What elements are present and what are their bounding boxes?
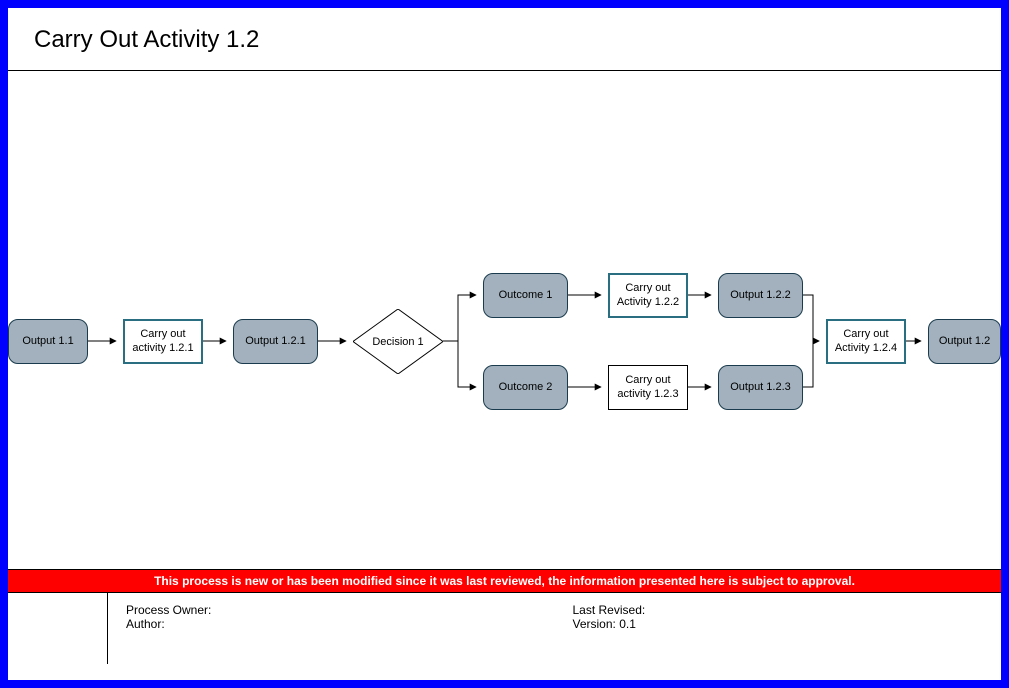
version-label: Version: 0.1 bbox=[573, 617, 984, 631]
node-activity_1_2_2: Carry outActivity 1.2.2 bbox=[608, 273, 688, 318]
edge-decision_1-to-outcome_1 bbox=[443, 295, 476, 341]
node-output_1_1: Output 1.1 bbox=[8, 319, 88, 364]
node-activity_1_2_1: Carry outactivity 1.2.1 bbox=[123, 319, 203, 364]
node-outcome_1: Outcome 1 bbox=[483, 273, 568, 318]
node-output_1_2: Output 1.2 bbox=[928, 319, 1001, 364]
edge-decision_1-to-outcome_2 bbox=[443, 341, 476, 387]
approval-banner: This process is new or has been modified… bbox=[8, 569, 1001, 593]
node-activity_1_2_4: Carry outActivity 1.2.4 bbox=[826, 319, 906, 364]
author-label: Author: bbox=[126, 617, 537, 631]
footer: Process Owner: Author: Last Revised: Ver… bbox=[8, 592, 1001, 664]
node-outcome_2: Outcome 2 bbox=[483, 365, 568, 410]
node-output_1_2_2: Output 1.2.2 bbox=[718, 273, 803, 318]
edge-output_1_2_2-to-activity_1_2_4 bbox=[803, 295, 819, 341]
footer-left: Process Owner: Author: bbox=[108, 593, 555, 664]
node-label-decision_1: Decision 1 bbox=[353, 309, 443, 374]
node-activity_1_2_3: Carry outactivity 1.2.3 bbox=[608, 365, 688, 410]
footer-right: Last Revised: Version: 0.1 bbox=[555, 593, 1002, 664]
node-output_1_2_1: Output 1.2.1 bbox=[233, 319, 318, 364]
last-revised-label: Last Revised: bbox=[573, 603, 984, 617]
node-decision_1: Decision 1 bbox=[353, 309, 443, 374]
diagram-frame: Carry Out Activity 1.2 Output 1.1Carry o… bbox=[0, 0, 1009, 688]
footer-empty-cell bbox=[8, 593, 108, 664]
node-output_1_2_3: Output 1.2.3 bbox=[718, 365, 803, 410]
process-owner-label: Process Owner: bbox=[126, 603, 537, 617]
edge-output_1_2_3-to-activity_1_2_4 bbox=[803, 341, 819, 387]
